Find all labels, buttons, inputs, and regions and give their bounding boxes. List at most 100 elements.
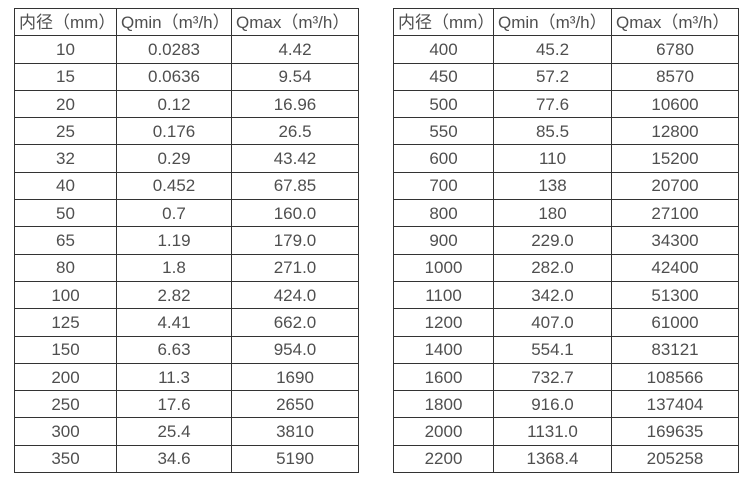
table-cell: 43.42: [231, 144, 359, 173]
table-cell: 282.0: [493, 253, 612, 282]
table-cell: 83121: [611, 335, 739, 364]
table-row: 1800 916.0 137404: [393, 390, 739, 419]
table-row: 150 6.63 954.0: [14, 335, 359, 364]
table-cell: 25: [14, 117, 117, 146]
table-cell: 0.0636: [116, 62, 232, 91]
table-row: 400 45.2 6780: [393, 35, 739, 64]
table-row: 800 180 27100: [393, 199, 739, 228]
table-row: 1200 407.0 61000: [393, 308, 739, 337]
header-cell: 内径（mm）: [14, 7, 117, 37]
table-row: 900 229.0 34300: [393, 226, 739, 255]
table-row: 1000 282.0 42400: [393, 253, 739, 282]
table-cell: 110: [493, 144, 612, 173]
table-cell: 15: [14, 62, 117, 91]
table-cell: 271.0: [231, 253, 359, 282]
table-row: 32 0.29 43.42: [14, 144, 359, 173]
table-cell: 1368.4: [493, 444, 612, 474]
table-cell: 2.82: [116, 280, 232, 310]
table-cell: 800: [393, 199, 494, 228]
flow-range-table-large-diameters: 内径（mm） Qmin（m³/h） Qmax（m³/h） 400 45.2 6780 45…: [393, 7, 739, 474]
table-cell: 77.6: [493, 89, 612, 119]
table-cell: 1690: [231, 362, 359, 392]
table-cell: 137404: [611, 390, 739, 419]
table-body: 10 0.0283 4.42 15 0.0636 9.54 20 0.12 16.96 25 0.1…: [14, 35, 359, 474]
table-cell: 4.41: [116, 308, 232, 337]
table-cell: 85.5: [493, 117, 612, 146]
table-cell: 1.19: [116, 226, 232, 255]
header-row: 内径（mm） Qmin（m³/h） Qmax（m³/h）: [14, 7, 359, 37]
table-cell: 900: [393, 226, 494, 255]
table-cell: 3810: [231, 417, 359, 446]
table-row: 1600 732.7 108566: [393, 362, 739, 392]
table-cell: 138: [493, 171, 612, 201]
table-cell: 61000: [611, 308, 739, 337]
table-cell: 57.2: [493, 62, 612, 91]
table-cell: 27100: [611, 199, 739, 228]
table-row: 250 17.6 2650: [14, 390, 359, 419]
table-cell: 342.0: [493, 280, 612, 310]
table-cell: 2200: [393, 444, 494, 474]
table-cell: 0.7: [116, 199, 232, 228]
table-cell: 0.0283: [116, 35, 232, 64]
table-row: 20 0.12 16.96: [14, 89, 359, 119]
table-row: 200 11.3 1690: [14, 362, 359, 392]
table-cell: 10: [14, 35, 117, 64]
table-cell: 1000: [393, 253, 494, 282]
table-row: 500 77.6 10600: [393, 89, 739, 119]
header-cell: Qmin（m³/h）: [116, 7, 232, 37]
table-row: 1100 342.0 51300: [393, 280, 739, 310]
table-row: 450 57.2 8570: [393, 62, 739, 91]
table-cell: 1200: [393, 308, 494, 337]
table-row: 2000 1131.0 169635: [393, 417, 739, 446]
table-cell: 916.0: [493, 390, 612, 419]
table-cell: 40: [14, 171, 117, 201]
table-cell: 2650: [231, 390, 359, 419]
table-row: 2200 1368.4 205258: [393, 444, 739, 474]
table-row: 700 138 20700: [393, 171, 739, 201]
table-cell: 5190: [231, 444, 359, 474]
table-cell: 10600: [611, 89, 739, 119]
table-cell: 1400: [393, 335, 494, 364]
table-cell: 407.0: [493, 308, 612, 337]
table-row: 125 4.41 662.0: [14, 308, 359, 337]
table-cell: 20: [14, 89, 117, 119]
table-row: 100 2.82 424.0: [14, 280, 359, 310]
table-cell: 0.12: [116, 89, 232, 119]
table-cell: 4.42: [231, 35, 359, 64]
table-row: 600 110 15200: [393, 144, 739, 173]
table-cell: 0.29: [116, 144, 232, 173]
table-cell: 1800: [393, 390, 494, 419]
table-cell: 8570: [611, 62, 739, 91]
table-cell: 17.6: [116, 390, 232, 419]
table-cell: 11.3: [116, 362, 232, 392]
table-cell: 51300: [611, 280, 739, 310]
table-cell: 160.0: [231, 199, 359, 228]
page-container: 内径（mm） Qmin（m³/h） Qmax（m³/h） 10 0.0283 4.42 1…: [14, 7, 739, 474]
header-row: 内径（mm） Qmin（m³/h） Qmax（m³/h）: [393, 7, 739, 37]
table-cell: 6780: [611, 35, 739, 64]
header-cell: Qmax（m³/h）: [611, 7, 739, 37]
table-cell: 600: [393, 144, 494, 173]
table-cell: 34.6: [116, 444, 232, 474]
table-cell: 180: [493, 199, 612, 228]
table-row: 40 0.452 67.85: [14, 171, 359, 201]
table-cell: 34300: [611, 226, 739, 255]
table-cell: 25.4: [116, 417, 232, 446]
table-cell: 150: [14, 335, 117, 364]
table-header: 内径（mm） Qmin（m³/h） Qmax（m³/h）: [14, 7, 359, 37]
table-row: 350 34.6 5190: [14, 444, 359, 474]
table-cell: 300: [14, 417, 117, 446]
table-cell: 700: [393, 171, 494, 201]
table-cell: 9.54: [231, 62, 359, 91]
table-cell: 65: [14, 226, 117, 255]
table-cell: 400: [393, 35, 494, 64]
table-cell: 350: [14, 444, 117, 474]
table-cell: 20700: [611, 171, 739, 201]
table-cell: 0.176: [116, 117, 232, 146]
table-cell: 424.0: [231, 280, 359, 310]
table-cell: 1600: [393, 362, 494, 392]
table-cell: 45.2: [493, 35, 612, 64]
table-header: 内径（mm） Qmin（m³/h） Qmax（m³/h）: [393, 7, 739, 37]
table-cell: 80: [14, 253, 117, 282]
table-cell: 42400: [611, 253, 739, 282]
